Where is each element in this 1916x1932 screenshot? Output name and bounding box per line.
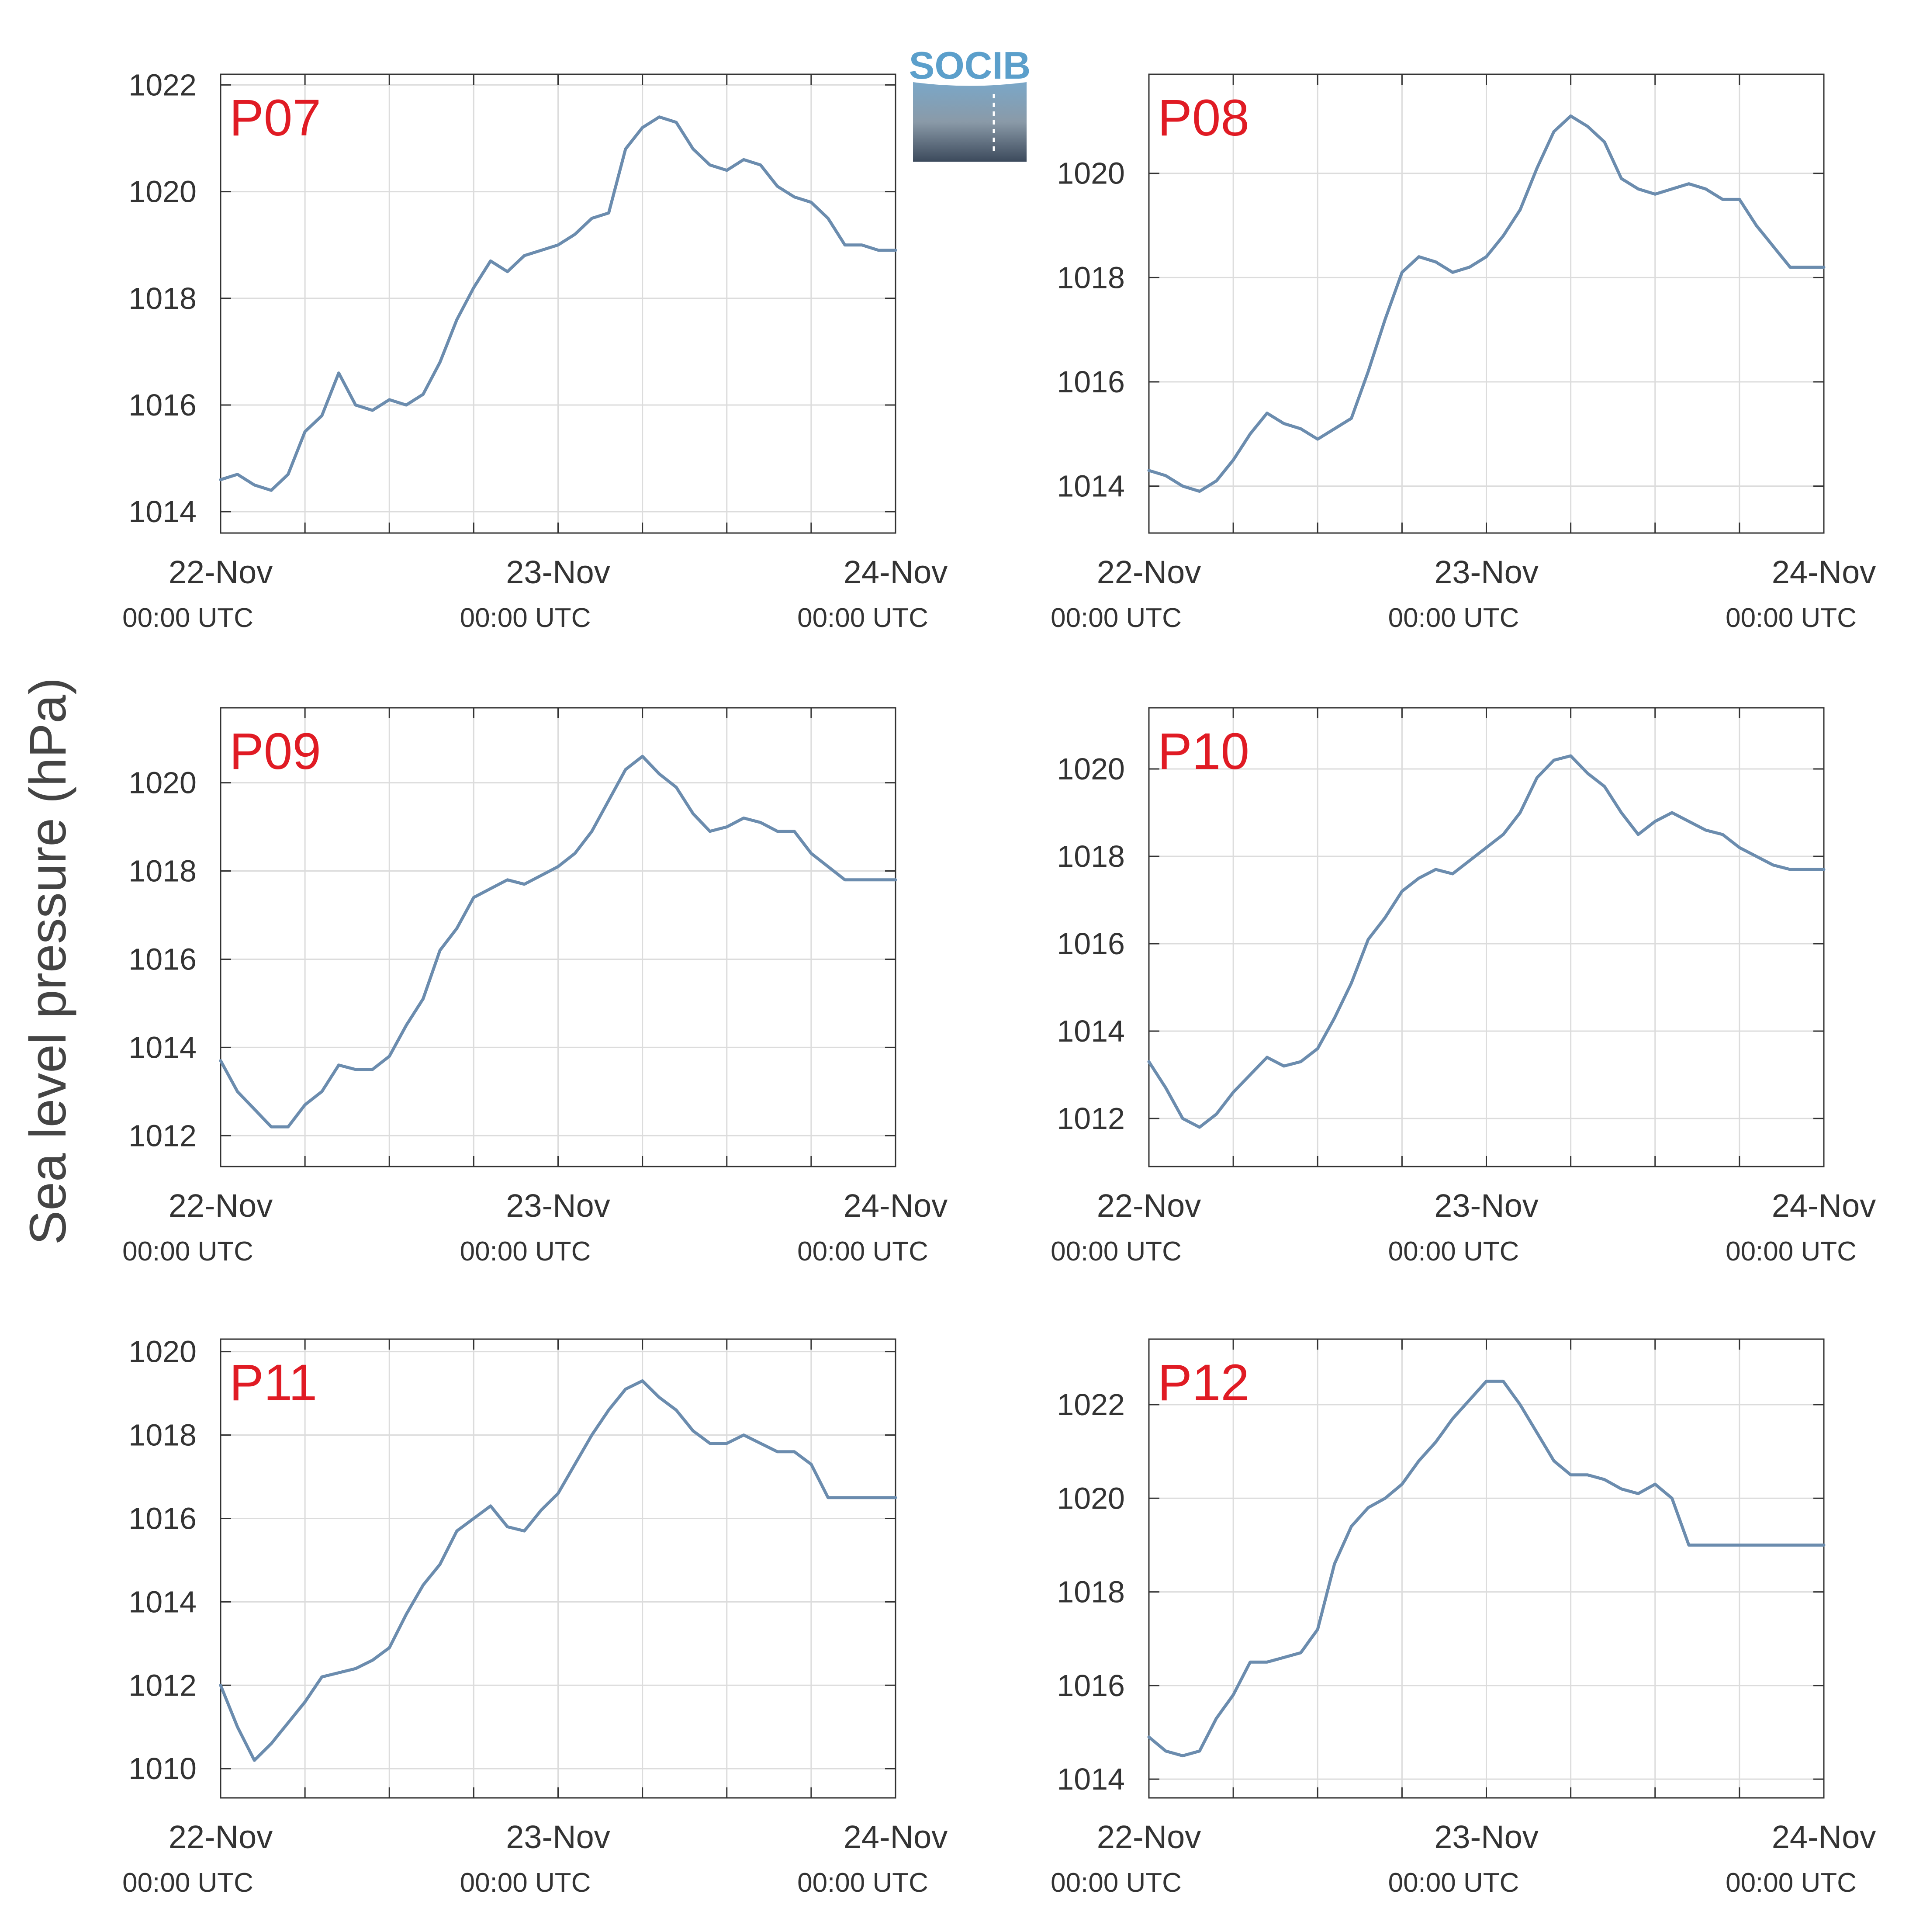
x-tick-time-label: 00:00 UTC (1388, 1236, 1519, 1267)
x-tick-time-label: 00:00 UTC (460, 1236, 591, 1267)
x-tick-label: 22-Nov (1097, 1819, 1201, 1855)
y-tick-label: 1014 (128, 1030, 197, 1064)
x-tick-time-label: 00:00 UTC (797, 1868, 928, 1898)
panel-label: P07 (229, 89, 321, 147)
x-tick-label: 24-Nov (844, 554, 948, 590)
chart-panel-p09: 1012 1014 1016 1018 1020 22-Nov 00:00 UTC 23-No… (122, 707, 948, 1267)
x-tick-time-label: 00:00 UTC (460, 1868, 591, 1898)
chart-panel-p12: 1014 1016 1018 1020 1022 22-Nov 00:00 UTC 23-No… (1051, 1338, 1876, 1898)
x-tick-label: 22-Nov (169, 554, 273, 590)
y-tick-label: 1014 (1057, 469, 1125, 503)
chart-panel-p08: 1014 1016 1018 1020 22-Nov 00:00 UTC 23-Nov 00:… (1051, 73, 1876, 633)
y-tick-label: 1016 (1057, 927, 1125, 961)
x-tick-time-label: 00:00 UTC (1726, 1236, 1857, 1267)
panel-label: P10 (1158, 723, 1249, 780)
x-tick-label: 22-Nov (1097, 1188, 1201, 1224)
x-tick-label: 22-Nov (169, 1188, 273, 1224)
pressure-series-line (219, 755, 897, 1129)
y-tick-label: 1016 (128, 942, 197, 976)
y-tick-label: 1014 (128, 495, 197, 529)
x-tick-label: 24-Nov (1772, 554, 1876, 590)
x-tick-time-label: 00:00 UTC (122, 1868, 253, 1898)
y-tick-label: 1012 (128, 1118, 197, 1153)
socib-logo: SOCIB (909, 44, 1031, 162)
y-tick-label: 1016 (128, 388, 197, 422)
pressure-series-line (1147, 754, 1826, 1129)
x-tick-time-label: 00:00 UTC (122, 1236, 253, 1267)
x-tick-label: 23-Nov (1434, 1819, 1539, 1855)
y-tick-label: 1022 (1057, 1388, 1125, 1422)
x-tick-time-label: 00:00 UTC (1388, 603, 1519, 633)
y-tick-label: 1020 (1057, 752, 1125, 786)
y-tick-label: 1014 (128, 1585, 197, 1619)
y-tick-label: 1020 (128, 766, 197, 800)
x-tick-label: 24-Nov (1772, 1819, 1876, 1855)
pressure-series-line (219, 1379, 897, 1762)
y-tick-label: 1020 (128, 175, 197, 209)
x-tick-label: 22-Nov (1097, 554, 1201, 590)
y-tick-label: 1018 (128, 854, 197, 888)
x-tick-label: 23-Nov (1434, 1188, 1539, 1224)
panel-label: P09 (229, 723, 321, 780)
y-tick-label: 1012 (1057, 1101, 1125, 1136)
x-tick-time-label: 00:00 UTC (460, 603, 591, 633)
y-tick-label: 1012 (128, 1668, 197, 1702)
y-tick-label: 1018 (128, 281, 197, 315)
y-tick-label: 1020 (1057, 1481, 1125, 1515)
x-tick-label: 22-Nov (169, 1819, 273, 1855)
panel-label: P08 (1158, 89, 1249, 147)
chart-panel-p11: 1010 1012 1014 1016 1018 1020 22-Nov 00:00 UTC 2… (122, 1335, 948, 1898)
y-tick-label: 1016 (128, 1501, 197, 1535)
x-tick-time-label: 00:00 UTC (797, 1236, 928, 1267)
x-tick-time-label: 00:00 UTC (1051, 1868, 1182, 1898)
y-tick-label: 1010 (128, 1752, 197, 1786)
chart-panel-p07: 1014 1016 1018 1020 1022 22-Nov 00:00 UTC 23-No… (122, 68, 948, 633)
x-tick-time-label: 00:00 UTC (797, 603, 928, 633)
y-tick-label: 1018 (1057, 260, 1125, 294)
x-tick-time-label: 00:00 UTC (1388, 1868, 1519, 1898)
y-tick-label: 1018 (1057, 839, 1125, 873)
x-tick-label: 23-Nov (506, 554, 610, 590)
x-tick-label: 24-Nov (1772, 1188, 1876, 1224)
y-axis-label: Sea level pressure (hPa) (19, 678, 77, 1245)
chart-panel-p10: 1012 1014 1016 1018 1020 22-Nov 00:00 UTC 23-No… (1051, 707, 1876, 1267)
x-tick-label: 24-Nov (844, 1188, 948, 1224)
x-tick-label: 24-Nov (844, 1819, 948, 1855)
pressure-series-line (1147, 1379, 1826, 1758)
y-tick-label: 1016 (1057, 365, 1125, 399)
pressure-series-line (1147, 114, 1826, 493)
x-tick-time-label: 00:00 UTC (122, 603, 253, 633)
x-tick-time-label: 00:00 UTC (1051, 603, 1182, 633)
pressure-series-line (219, 115, 897, 492)
y-tick-label: 1022 (128, 68, 197, 102)
x-tick-time-label: 00:00 UTC (1726, 1868, 1857, 1898)
x-tick-time-label: 00:00 UTC (1726, 603, 1857, 633)
y-tick-label: 1018 (128, 1418, 197, 1452)
y-tick-label: 1014 (1057, 1014, 1125, 1048)
x-tick-label: 23-Nov (1434, 554, 1539, 590)
x-tick-label: 23-Nov (506, 1188, 610, 1224)
svg-text:SOCIB: SOCIB (909, 44, 1031, 87)
y-tick-label: 1020 (1057, 156, 1125, 190)
panel-label: P12 (1158, 1354, 1249, 1412)
panel-label: P11 (229, 1354, 317, 1412)
x-tick-label: 23-Nov (506, 1819, 610, 1855)
x-tick-time-label: 00:00 UTC (1051, 1236, 1182, 1267)
y-tick-label: 1020 (128, 1335, 197, 1369)
y-tick-label: 1018 (1057, 1575, 1125, 1609)
y-tick-label: 1016 (1057, 1669, 1125, 1703)
y-tick-label: 1014 (1057, 1762, 1125, 1796)
